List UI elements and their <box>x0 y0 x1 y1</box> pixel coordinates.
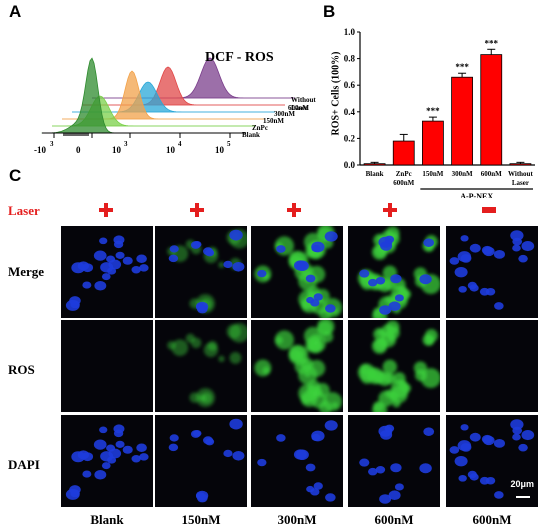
tick-label-neg10: -10 <box>34 145 46 155</box>
micrograph-merge-3 <box>348 226 440 318</box>
micrograph-ros-0 <box>61 320 153 412</box>
panel-a-histogram: DCF - ROS Without Laser 600nM 300nM 150n… <box>20 20 310 165</box>
legend-blank: Blank <box>242 131 260 139</box>
laser-on-icon <box>190 203 204 217</box>
col-label-150nm: 150nM <box>155 512 247 528</box>
micrograph-ros-1 <box>155 320 247 412</box>
y-tick-label: 0.6 <box>344 80 356 90</box>
x-tick-label: 150nM <box>422 170 443 178</box>
laser-on-icon <box>99 203 113 217</box>
y-tick-label: 0.2 <box>344 133 356 143</box>
micrograph-dapi-2 <box>251 415 343 507</box>
micrograph-merge-0 <box>61 226 153 318</box>
x-tick-label: 600nM <box>393 179 414 187</box>
significance-label: *** <box>485 38 499 48</box>
scale-bar-label: 20μm <box>510 479 534 489</box>
panel-a-letter: A <box>9 2 21 22</box>
histogram-title: DCF - ROS <box>205 50 274 66</box>
bar-3 <box>452 77 473 165</box>
laser-on-icon <box>287 203 301 217</box>
tick-exp-3b: 3 <box>124 140 128 148</box>
x-tick-label: Blank <box>366 170 384 178</box>
col-label-300nm: 300nM <box>251 512 343 528</box>
row-label-merge: Merge <box>8 264 44 280</box>
bar-chart: 0.00.20.40.60.81.0 Blank ZnPc600nM***150n… <box>330 18 545 198</box>
significance-label: *** <box>426 106 440 116</box>
tick-label-0: 0 <box>76 145 81 155</box>
panel-c-letter: C <box>9 166 21 186</box>
micrograph-dapi-4: 20μm <box>446 415 538 507</box>
tick-exp-5: 5 <box>227 140 231 148</box>
bar-2 <box>422 121 443 165</box>
bar-1 <box>393 141 414 165</box>
tick-label-10a: 10 <box>112 145 121 155</box>
row-label-ros: ROS <box>8 362 35 378</box>
tick-exp-3a: 3 <box>50 140 54 148</box>
micrograph-merge-1 <box>155 226 247 318</box>
laser-on-icon <box>383 203 397 217</box>
laser-label: Laser <box>8 203 40 219</box>
bar-4 <box>481 55 502 165</box>
bar-5 <box>510 164 531 165</box>
y-axis-label: ROS+ Cells (100%) <box>331 39 342 149</box>
histogram-plot <box>20 20 310 165</box>
histogram-600nm <box>82 67 285 105</box>
y-tick-label: 0.8 <box>344 54 356 64</box>
micrograph-dapi-3 <box>348 415 440 507</box>
col-label-blank: Blank <box>61 512 153 528</box>
laser-off-icon <box>482 207 496 213</box>
row-label-dapi: DAPI <box>8 457 40 473</box>
tick-exp-4: 4 <box>178 140 182 148</box>
tick-label-10b: 10 <box>166 145 175 155</box>
micrograph-dapi-1 <box>155 415 247 507</box>
col-label-600nm-no-laser: 600nM <box>446 512 538 528</box>
micrograph-ros-2 <box>251 320 343 412</box>
y-tick-label: 0.0 <box>344 160 356 170</box>
micrograph-merge-2 <box>251 226 343 318</box>
tick-label-10c: 10 <box>215 145 224 155</box>
x-tick-label: Laser <box>512 179 529 187</box>
y-tick-label: 0.4 <box>344 107 356 117</box>
micrograph-merge-4 <box>446 226 538 318</box>
x-tick-label: ZnPc <box>396 170 412 178</box>
micrograph-ros-4 <box>446 320 538 412</box>
significance-label: *** <box>455 62 469 72</box>
bar-0 <box>364 164 385 165</box>
group-label: A-P-NEX <box>460 192 493 198</box>
x-tick-label: 300nM <box>452 170 473 178</box>
panel-b-chart: 0.0 0.2 0.4 0.6 0.8 1.0 Blank ZnPc 600nM *** 150n… <box>330 18 545 198</box>
y-tick-label: 1.0 <box>344 27 356 37</box>
micrograph-ros-3 <box>348 320 440 412</box>
x-tick-label: 600nM <box>481 170 502 178</box>
col-label-600nm: 600nM <box>348 512 440 528</box>
micrograph-dapi-0 <box>61 415 153 507</box>
x-tick-label: Without <box>508 170 533 178</box>
